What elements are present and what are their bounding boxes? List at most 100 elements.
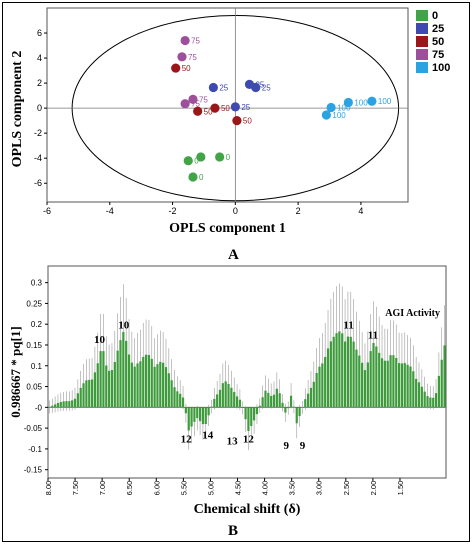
scatter-point xyxy=(188,94,198,104)
x-axis-title: Chemical shift (δ) xyxy=(194,502,301,517)
loading-bar xyxy=(343,341,347,408)
loading-bar xyxy=(184,407,187,414)
loading-bar xyxy=(179,393,182,408)
point-label: 50 xyxy=(204,107,213,116)
loading-bar xyxy=(119,340,122,408)
loading-bar xyxy=(85,380,88,408)
peak-annotation: 11 xyxy=(343,319,353,331)
loading-bar xyxy=(102,351,105,408)
x-tick-label: -4 xyxy=(106,206,114,216)
loading-bar xyxy=(250,407,253,426)
loading-bar xyxy=(267,392,270,408)
loading-bar xyxy=(324,356,327,408)
loading-bar xyxy=(321,363,324,408)
y-tick-label: 4 xyxy=(37,53,42,63)
y-tick-label: 0.2 xyxy=(31,320,43,329)
loading-bar xyxy=(278,393,281,408)
loading-bar xyxy=(261,397,264,408)
loading-bar xyxy=(147,354,151,408)
loading-bar xyxy=(230,387,233,408)
loading-bar xyxy=(437,375,440,408)
loading-bar xyxy=(153,366,156,408)
legend-swatch xyxy=(416,62,428,73)
peak-annotation: 11 xyxy=(368,330,378,342)
y-axis-title: 0.986667 * pq[1] xyxy=(8,326,23,417)
point-label: 75 xyxy=(188,53,197,62)
legend-label: 50 xyxy=(432,36,444,48)
loading-bar xyxy=(150,358,153,408)
y-tick-label: -6 xyxy=(34,178,42,188)
peak-annotation: 9 xyxy=(284,440,290,452)
loading-bar xyxy=(415,378,418,408)
y-tick-label: -0.15 xyxy=(24,466,43,475)
x-tick-label: 7.50 xyxy=(71,481,80,496)
scatter-point xyxy=(321,110,331,120)
loading-bar xyxy=(218,389,222,408)
scatter-point xyxy=(208,82,218,93)
loading-bar xyxy=(341,333,344,408)
loading-bar xyxy=(440,359,443,408)
loading-bar xyxy=(65,401,68,408)
loading-bar xyxy=(423,391,426,408)
loading-bar xyxy=(170,380,173,408)
y-tick-label: -4 xyxy=(34,153,42,163)
loading-bar xyxy=(270,395,273,408)
loading-bar xyxy=(193,407,196,422)
loading-bar xyxy=(54,404,57,408)
loading-bar xyxy=(187,407,190,431)
y-axis-title: OPLS component 2 xyxy=(10,51,25,168)
x-tick-label: 6.00 xyxy=(152,481,161,496)
loading-bar xyxy=(181,397,185,408)
loading-bar xyxy=(144,354,148,408)
loading-bar xyxy=(386,360,389,408)
loading-bar xyxy=(116,350,119,408)
point-label: 75 xyxy=(191,100,200,109)
loading-bar xyxy=(366,362,369,408)
loading-bar xyxy=(156,364,159,408)
loading-bar xyxy=(429,397,432,408)
y-tick-label: -2 xyxy=(34,128,42,138)
x-tick-label: 2 xyxy=(296,206,301,216)
loading-bar xyxy=(372,343,375,408)
x-tick-label: 5.50 xyxy=(179,481,188,496)
loading-bar xyxy=(298,407,301,417)
loading-bar xyxy=(125,340,128,408)
loading-bar xyxy=(176,391,179,408)
loading-bar xyxy=(233,392,236,408)
loading-bar xyxy=(349,336,352,408)
point-label: 25 xyxy=(219,83,228,92)
loading-bar xyxy=(241,407,244,408)
point-label: 0 xyxy=(226,153,231,162)
loading-bar xyxy=(409,366,412,408)
loading-bar xyxy=(122,331,125,408)
legend-label: 75 xyxy=(432,49,444,61)
loading-bar xyxy=(62,401,65,408)
loading-bar xyxy=(346,336,350,408)
x-tick-label: 4.00 xyxy=(261,481,270,496)
point-label: 25 xyxy=(241,103,250,112)
loading-bar xyxy=(88,379,91,408)
scatter-point xyxy=(210,103,220,113)
loading-bar xyxy=(420,386,423,408)
x-tick-label: 3.50 xyxy=(288,481,297,496)
plot-b-area xyxy=(47,265,447,479)
loading-bar xyxy=(443,345,446,408)
loading-bar xyxy=(210,406,213,408)
figure-frame xyxy=(2,2,470,542)
peak-annotation: 12 xyxy=(243,434,255,446)
loading-bar xyxy=(59,401,62,408)
point-label: 100 xyxy=(354,98,368,107)
loading-bar xyxy=(397,363,401,408)
loading-bar xyxy=(392,355,395,408)
loading-bar xyxy=(312,381,315,408)
y-tick-label: -0.1 xyxy=(28,445,42,454)
peak-annotation: 10 xyxy=(118,319,130,331)
loading-bar xyxy=(272,394,276,408)
loading-bar xyxy=(207,407,210,416)
loading-bar xyxy=(434,393,438,408)
loading-bar xyxy=(93,372,97,408)
loading-bar xyxy=(167,373,170,408)
loading-bar xyxy=(213,398,216,408)
panel-a-letter: A xyxy=(228,247,239,263)
